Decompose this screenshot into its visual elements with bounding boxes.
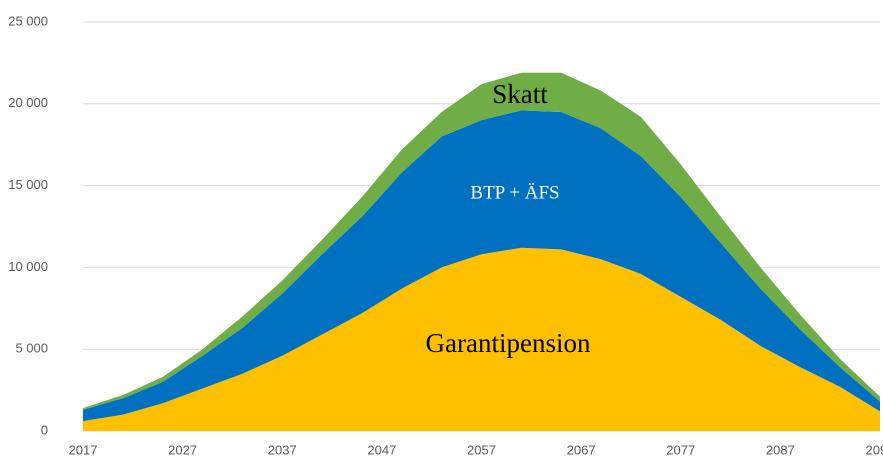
y-tick-label: 20 000	[8, 95, 48, 110]
y-tick-label: 0	[41, 422, 48, 437]
x-tick-label: 2057	[467, 442, 496, 457]
area-label: Garantipension	[426, 328, 591, 358]
area-label: BTP + ÄFS	[470, 182, 559, 203]
x-tick-label: 2067	[567, 442, 596, 457]
y-tick-label: 10 000	[8, 259, 48, 274]
x-tick-label: 2097	[866, 442, 883, 457]
area	[83, 247, 880, 431]
y-tick-label: 25 000	[8, 13, 48, 28]
x-tick-label: 2037	[268, 442, 297, 457]
y-tick-label: 5 000	[15, 341, 48, 356]
area	[83, 72, 880, 410]
x-tick-label: 2077	[666, 442, 695, 457]
x-tick-label: 2047	[367, 442, 396, 457]
x-tick-label: 2017	[69, 442, 98, 457]
x-tick-label: 2027	[168, 442, 197, 457]
x-tick-label: 2087	[766, 442, 795, 457]
y-tick-label: 15 000	[8, 177, 48, 192]
area-label: Skatt	[492, 79, 548, 109]
area	[83, 110, 880, 422]
